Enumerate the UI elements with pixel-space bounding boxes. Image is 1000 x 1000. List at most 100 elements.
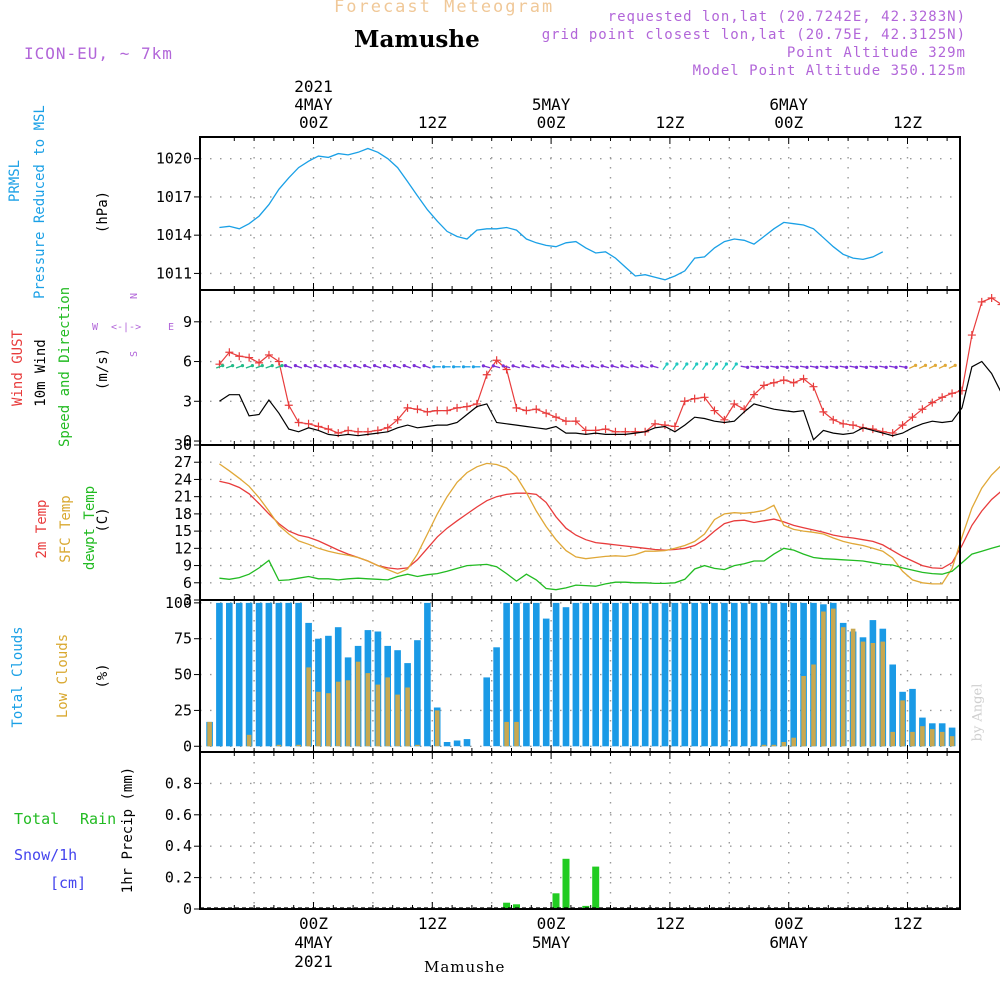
compass-south: S — [129, 351, 140, 357]
ytick-label: 3 — [183, 591, 192, 609]
ytick-label: 0.2 — [165, 869, 192, 887]
low-cloud-bar — [415, 744, 420, 747]
gust-marker — [948, 389, 957, 398]
wind-arrow-head — [805, 365, 809, 369]
gust-marker — [809, 382, 818, 391]
wind-arrow-head — [521, 364, 525, 368]
gust-marker — [660, 421, 669, 430]
wind-arrow-head — [270, 364, 274, 368]
gust-marker — [383, 423, 392, 432]
total-cloud-bar — [661, 602, 669, 747]
rain-bar — [503, 902, 511, 909]
gridpoint-coords: grid point closest lon,lat (20.75E, 42.3… — [541, 27, 966, 43]
wind-arrow-head — [402, 364, 406, 368]
total-cloud-bar — [612, 602, 619, 747]
compass-west: W — [92, 322, 99, 333]
gust-marker — [393, 415, 402, 424]
low-cloud-bar — [840, 627, 846, 747]
gust-marker — [403, 403, 412, 412]
top-date-label: 4MAY — [294, 95, 333, 114]
total-cloud-bar — [721, 602, 728, 747]
wind-arrow-head — [580, 364, 585, 368]
wind-arrow-head — [825, 365, 829, 369]
wind-arrow-head — [452, 365, 456, 369]
wind-arrow-head — [491, 364, 495, 368]
gust-marker — [819, 407, 828, 416]
bottom-time-label: 00Z — [537, 914, 566, 933]
wind-arrow-head — [471, 365, 475, 369]
low-cloud-bar — [246, 734, 252, 747]
panel-frame — [199, 444, 961, 601]
ytick-label: 9 — [183, 313, 192, 331]
low-cloud-bar — [345, 680, 351, 747]
total-cloud-bar — [671, 602, 679, 747]
wind-arrow-head — [382, 364, 387, 368]
gust-marker — [759, 381, 768, 390]
top-time-label: 00Z — [299, 113, 328, 132]
wind-arrow-head — [650, 364, 654, 368]
cm-label: [cm] — [50, 874, 87, 892]
low-cloud-bar — [355, 661, 361, 747]
wind-arrow-head — [765, 365, 770, 369]
low-cloud-bar — [870, 643, 876, 747]
t2m-line — [219, 480, 1000, 570]
total-cloud-bar — [443, 742, 451, 747]
total-cloud-bar — [572, 602, 580, 747]
gust-marker — [552, 413, 561, 422]
total-cloud-bar — [453, 740, 461, 747]
low-cloud-bar — [939, 731, 945, 747]
gust-marker — [601, 425, 610, 434]
total-cloud-bar — [542, 618, 550, 747]
top-date-label: 6MAY — [769, 95, 808, 114]
bottom-time-label: 00Z — [774, 914, 803, 933]
low-cloud-bar — [434, 710, 440, 747]
total-cloud-bar — [790, 602, 797, 747]
ytick-label: 50 — [174, 666, 192, 684]
gust-marker — [482, 370, 491, 379]
total-cloud-bar — [265, 602, 273, 747]
ytick-label: 15 — [174, 522, 192, 540]
wind-arrow-head — [422, 364, 426, 368]
wind-arrow-head — [620, 364, 624, 368]
gust-marker — [294, 418, 303, 427]
gust-marker — [314, 422, 323, 431]
wind-arrow-head — [303, 364, 307, 368]
wind-arrow-head — [260, 364, 264, 368]
wind-arrow-head — [845, 365, 849, 369]
gust-marker — [997, 303, 1000, 306]
ytick-label: 27 — [174, 453, 192, 471]
wind-arrow-head — [746, 365, 750, 369]
total-cloud-bar — [681, 602, 689, 747]
low-cloud-bar — [850, 628, 856, 747]
wind-arrow-head — [864, 365, 869, 369]
total-cloud-bar — [562, 607, 570, 747]
gust-line — [218, 297, 1000, 434]
snow-label: Snow/1h — [14, 846, 78, 864]
total-cloud-bar — [552, 602, 560, 747]
low-cloud-bar — [375, 684, 381, 747]
gust-marker — [453, 403, 462, 412]
total-cloud-bar — [750, 602, 758, 747]
ytick-label: 100 — [165, 594, 192, 612]
low-cloud-bar — [920, 726, 925, 747]
gust-marker — [561, 417, 570, 426]
wind-arrow-head — [333, 364, 337, 368]
total-cloud-bar — [533, 602, 540, 747]
ytick-label: 3 — [183, 392, 192, 410]
low-cloud-bar — [811, 664, 816, 747]
wind-arrow-head — [373, 364, 377, 368]
total-cloud-bar — [770, 602, 778, 747]
gust-marker — [344, 426, 353, 435]
wind-arrow-head — [432, 365, 436, 369]
wind-arrow-head — [854, 365, 859, 369]
low-cloud-bar — [791, 737, 796, 747]
total-cloud-bar — [285, 602, 292, 747]
wind-arrow-head — [795, 365, 799, 369]
ytick-label: 1020 — [156, 150, 192, 168]
ytick-label: 0.4 — [165, 837, 192, 855]
top-date-label: 5MAY — [532, 95, 571, 114]
wind-arrow-head — [685, 362, 689, 366]
top-time-label: 00Z — [537, 113, 566, 132]
gust-marker — [690, 394, 699, 403]
total-cloud-bar — [651, 602, 659, 747]
